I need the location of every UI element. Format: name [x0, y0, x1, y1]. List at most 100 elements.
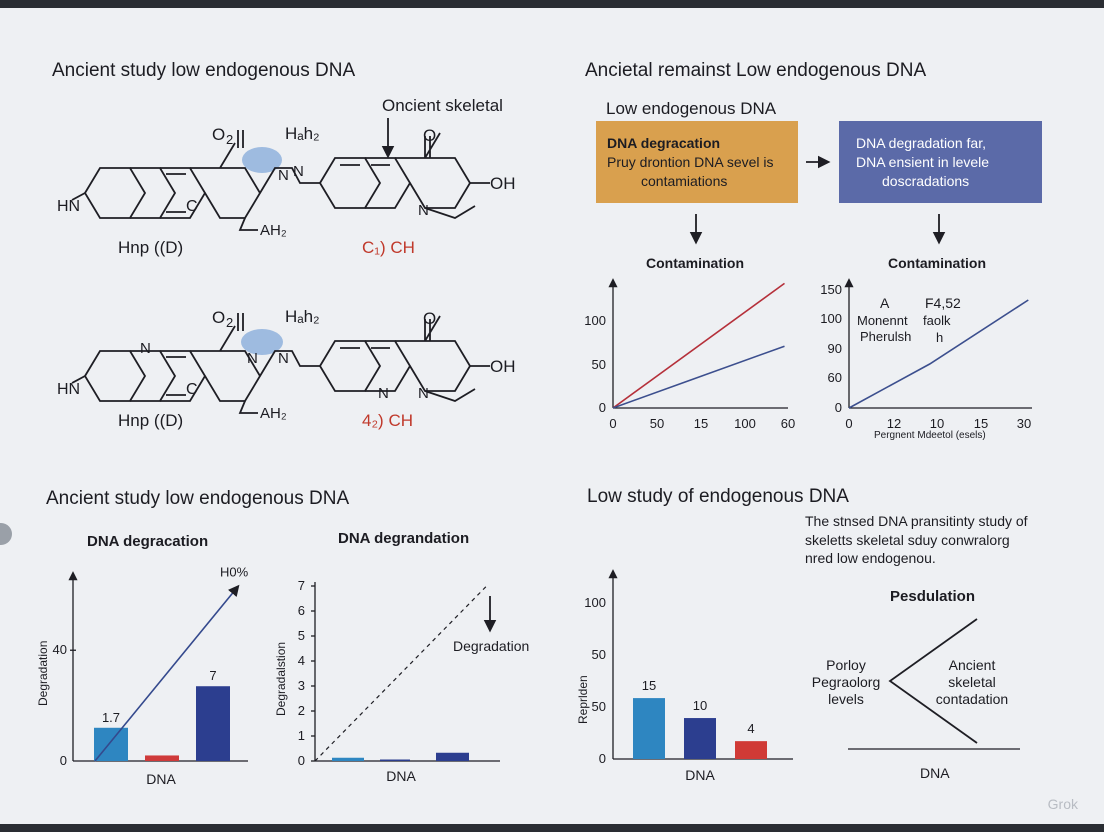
- chart-title-contamination-right: Contamination: [888, 255, 986, 271]
- panel-top-right: Ancietal remainst Low endogenous DNA Low…: [584, 60, 1042, 441]
- bar-data-label: 15: [642, 678, 656, 693]
- molecule-name: Hnp ((D): [118, 238, 183, 257]
- atom-n: N: [418, 202, 429, 219]
- y-tick-label: 3: [298, 678, 305, 693]
- y-tick-label: 0: [60, 753, 67, 768]
- y-tick-label: 5: [298, 628, 305, 643]
- series-line: [612, 282, 785, 409]
- bar-data-label: 4: [747, 721, 754, 736]
- y-axis-label: Reprlden: [576, 675, 590, 724]
- y-tick-label: 150: [820, 282, 842, 297]
- y-tick-label: 90: [828, 341, 842, 356]
- panel-subtitle: Low endogenous DNA: [606, 99, 777, 118]
- y-tick-label: 50: [592, 699, 606, 714]
- bar-data-label: 1.7: [102, 710, 120, 725]
- atom-n: N: [418, 385, 429, 402]
- atom-n: N: [247, 350, 258, 367]
- molecule-2: O 2 Hₐh₂ N N N N N O OH HN C AH₂ Hnp ((D…: [57, 307, 516, 430]
- callout-label: Oncient skeletal: [382, 96, 503, 115]
- highlight-blob: [242, 147, 282, 173]
- atom-c: C: [186, 381, 198, 398]
- box-right-line2: DNA ensient in levele: [856, 154, 989, 170]
- y-tick-label: 7: [298, 578, 305, 593]
- atom-o: O: [212, 125, 225, 144]
- y-tick-label: 100: [584, 313, 606, 328]
- atom-ah: AH₂: [260, 222, 287, 239]
- x-tick-label: 15: [694, 416, 708, 431]
- degradation-arrow-label: Degradation: [453, 638, 529, 654]
- atom-n: N: [278, 167, 289, 184]
- x-tick-label: 0: [845, 416, 852, 431]
- right-label-line: contadation: [936, 691, 1008, 707]
- atom-o-sub: 2: [226, 132, 233, 147]
- series-line: [848, 299, 1029, 409]
- bar: [684, 718, 716, 759]
- paragraph-line: skeletts skeletal sduy conwralorg: [805, 532, 1010, 548]
- y-tick-label: 6: [298, 603, 305, 618]
- bar: [735, 741, 767, 759]
- bar: [332, 757, 364, 761]
- atom-n: N: [293, 163, 304, 180]
- y-tick-label: 0: [599, 751, 606, 766]
- x-tick-label: 30: [1017, 416, 1031, 431]
- trend-line: [94, 584, 240, 762]
- x-tick-label: 12: [887, 416, 901, 431]
- chart-contamination-left: 0 50 15 100 60 0 50 100: [584, 278, 795, 431]
- panel-title-bottom-right: Low study of endogenous DNA: [587, 486, 849, 507]
- bar: [633, 698, 665, 759]
- right-label-line: Ancient: [949, 657, 996, 673]
- note-pherulsh: Pherulsh: [860, 329, 911, 344]
- paragraph-line: The stnsed DNA pransitinty study of: [805, 513, 1028, 529]
- y-tick-label: 4: [298, 653, 305, 668]
- chart-title-contamination-left: Contamination: [646, 255, 744, 271]
- y-tick-label: 0: [835, 400, 842, 415]
- right-label-line: skeletal: [948, 674, 995, 690]
- atom-hn: HN: [57, 198, 80, 215]
- panel-title-bottom-left: Ancient study low endogenous DNA: [46, 488, 349, 509]
- panel-top-left: Ancient study low endogenous DNA Oncient…: [52, 60, 516, 430]
- x-axis-label: DNA: [146, 771, 176, 787]
- atom-o: O: [423, 309, 436, 328]
- box-degradation-right: [839, 121, 1042, 203]
- note-f: F4,52: [925, 295, 961, 311]
- box-left-line3: contamiations: [641, 173, 727, 189]
- atom-n: N: [378, 385, 389, 402]
- box-left-line1: DNA degracation: [607, 135, 720, 151]
- series-line: [612, 345, 785, 409]
- diagram-title: Pesdulation: [890, 588, 975, 605]
- divergence-lines: [888, 618, 978, 744]
- box-left-line2: Pruy drontion DNA sevel is: [607, 154, 774, 170]
- note-h: h: [936, 330, 943, 345]
- y-tick-label: 1: [298, 728, 305, 743]
- chart-title-degrandation: DNA degrandation: [338, 530, 469, 547]
- atom-h: Hₐh₂: [285, 124, 320, 143]
- atom-o-sub: 2: [226, 315, 233, 330]
- box-degradation-left: [596, 121, 798, 203]
- x-tick-label: 10: [930, 416, 944, 431]
- y-axis-label: Degradation: [36, 641, 50, 706]
- chart-dna-degrandation: 0 1 2 3 4 5 6 7 Degradalstion DNA: [274, 578, 500, 784]
- bar: [380, 759, 410, 761]
- atom-o: O: [423, 126, 436, 145]
- bar-data-label: 7: [209, 668, 216, 683]
- bar-data-label: 10: [693, 698, 707, 713]
- x-tick-label: 0: [609, 416, 616, 431]
- diagram-xlabel: DNA: [920, 765, 950, 781]
- box-right-line1: DNA degradation far,: [856, 135, 986, 151]
- left-label-line: Pegraolorg: [812, 674, 881, 690]
- chart-reprlden: 0 50 50 100 15 10 4 Reprlden DNA: [576, 569, 793, 783]
- panel-title-top-left: Ancient study low endogenous DNA: [52, 60, 355, 81]
- y-tick-label: 0: [298, 753, 305, 768]
- molecule-red-label: C₁) CH: [362, 238, 415, 257]
- atom-ah: AH₂: [260, 405, 287, 422]
- y-tick-label: 50: [592, 647, 606, 662]
- atom-c: C: [186, 198, 198, 215]
- y-tick-label: 50: [592, 357, 606, 372]
- left-label-line: Porloy: [826, 657, 866, 673]
- x-tick-label: 60: [781, 416, 795, 431]
- note-monennt: Monennt: [857, 313, 908, 328]
- atom-h: Hₐh₂: [285, 307, 320, 326]
- note-faolk: faolk: [923, 313, 951, 328]
- atom-hn: HN: [57, 381, 80, 398]
- atom-n: N: [140, 340, 151, 357]
